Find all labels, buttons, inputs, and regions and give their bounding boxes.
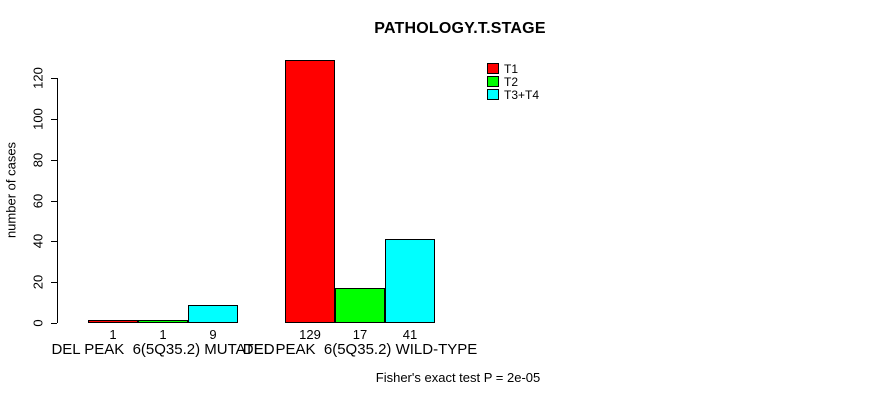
y-tick-label: 0 [30,319,46,327]
bar-t3t4-group2 [385,239,435,323]
y-tick-label: 20 [30,274,46,290]
footnote-text: Fisher's exact test P = 2e-05 [375,370,541,385]
bar-value-label: 1 [109,327,117,342]
bar-t2-group2 [335,288,385,323]
x-category-label: DEL PEAK 6(5Q35.2) WILD-TYPE [242,341,478,358]
y-tick-mark [51,323,57,324]
bar-t1-group1 [88,320,138,323]
bar-t2-group1 [138,320,188,323]
y-tick-mark [51,78,57,79]
x-category-label: DEL PEAK 6(5Q35.2) MUTATED [51,341,275,358]
y-tick-mark [51,241,57,242]
y-tick-label: 100 [30,108,46,130]
y-tick-mark [51,160,57,161]
bar-t1-group2 [285,60,335,323]
legend-swatch-t3t4 [487,89,499,100]
y-tick-label: 80 [30,152,46,168]
y-tick-label: 60 [30,193,46,209]
y-axis-label: number of cases [3,141,19,239]
y-tick-mark [51,119,57,120]
y-axis-line [57,78,58,323]
bar-value-label: 41 [402,327,418,342]
bar-value-label: 17 [352,327,368,342]
chart-title: PATHOLOGY.T.STAGE [374,20,546,37]
y-tick-mark [51,201,57,202]
bar-value-label: 129 [299,327,321,342]
legend-label: T3+T4 [504,88,540,102]
y-tick-mark [51,282,57,283]
legend-swatch-t2 [487,76,499,87]
legend-swatch-t1 [487,63,499,74]
legend-label: T1 [504,62,519,76]
y-tick-label: 40 [30,233,46,249]
bar-value-label: 1 [159,327,167,342]
bar-t3t4-group1 [188,305,238,323]
bar-value-label: 9 [209,327,217,342]
legend-label: T2 [504,75,519,89]
y-tick-label: 120 [30,67,46,89]
